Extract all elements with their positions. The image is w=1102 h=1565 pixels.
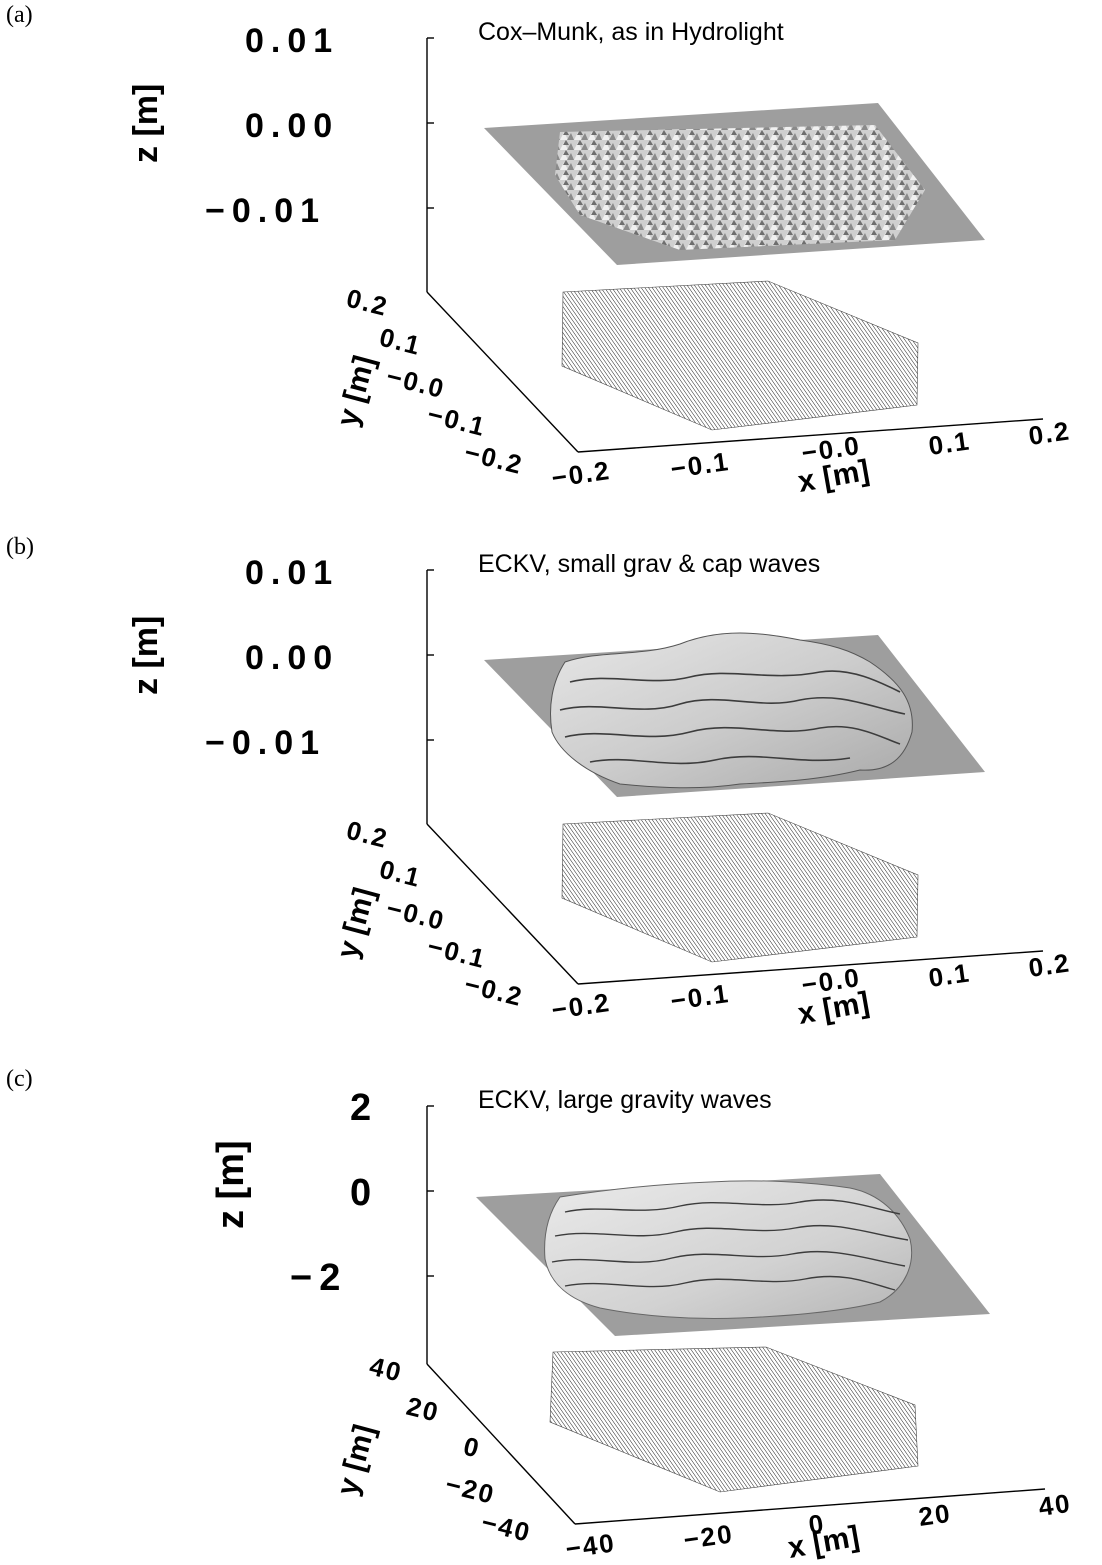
- surface-plot-b: ECKV, small grav & cap waves 0.01 0.00 −…: [127, 550, 1073, 1031]
- panel-label: (b): [6, 534, 34, 560]
- x-tick: 0.1: [927, 957, 973, 993]
- wave-surface: [550, 632, 913, 789]
- wave-crests: [551, 1199, 909, 1291]
- y-tick: 0.2: [344, 815, 392, 854]
- x-tick: −0.2: [550, 455, 613, 493]
- z-tick: −0.01: [205, 724, 326, 762]
- wave-crests: [559, 670, 906, 765]
- x-tick: −0.1: [669, 978, 732, 1016]
- x-tick: 40: [1037, 1488, 1074, 1522]
- y-tick: −0.2: [462, 969, 527, 1012]
- z-axis-label: z [m]: [127, 616, 165, 695]
- z-tick: 0.00: [245, 107, 339, 145]
- z-tick: 0: [350, 1172, 378, 1214]
- y-tick: 20: [404, 1391, 443, 1428]
- y-tick: −40: [479, 1507, 535, 1548]
- y-tick: 0: [461, 1431, 484, 1464]
- panel-a: (a) Cox–Munk, as in Hydrolight 0.01 0.00…: [0, 0, 1102, 520]
- grid-footprint: [549, 1346, 919, 1493]
- rough-surface: [555, 125, 925, 250]
- y-tick: −20: [443, 1469, 499, 1510]
- x-tick: −0.2: [550, 987, 613, 1025]
- z-tick: −2: [290, 1257, 347, 1299]
- z-tick: 0.01: [245, 554, 339, 592]
- y-tick: −0.1: [425, 399, 490, 442]
- x-tick: 0.2: [1027, 415, 1073, 451]
- x-tick: 0: [807, 1508, 827, 1540]
- panel-b: (b) ECKV, small grav & cap waves 0.01 0.…: [0, 532, 1102, 1052]
- y-axis-label: y [m]: [331, 884, 381, 962]
- x-tick: −20: [682, 1518, 736, 1555]
- y-tick: −0.1: [425, 931, 490, 974]
- y-tick: −0.2: [462, 437, 527, 480]
- z-axis-label: z [m]: [127, 84, 165, 163]
- y-axis-label: y [m]: [331, 1421, 381, 1499]
- x-axis-label: x [m]: [785, 1520, 861, 1564]
- surface-plot-a: Cox–Munk, as in Hydrolight 0.01 0.00 −0.…: [127, 18, 1073, 499]
- y-axis-label: y [m]: [331, 352, 381, 430]
- y-tick: 40: [367, 1351, 406, 1388]
- plot-title: Cox–Munk, as in Hydrolight: [478, 18, 784, 46]
- plot-title: ECKV, small grav & cap waves: [478, 550, 820, 578]
- y-tick: −0.0: [384, 893, 449, 936]
- z-tick: 0.01: [245, 22, 339, 60]
- y-tick: −0.0: [384, 361, 449, 404]
- plot-title: ECKV, large gravity waves: [478, 1086, 772, 1114]
- y-tick: 0.1: [377, 854, 425, 893]
- x-tick: −0.1: [669, 446, 732, 484]
- y-tick: 0.2: [344, 283, 392, 322]
- panel-label: (a): [6, 2, 33, 28]
- x-tick: 0.1: [927, 425, 973, 461]
- x-tick: 20: [917, 1498, 954, 1532]
- x-tick: 0.2: [1027, 947, 1073, 983]
- panel-label: (c): [6, 1066, 33, 1092]
- z-tick: −0.01: [205, 192, 326, 230]
- panel-c: (c) ECKV, large gravity waves 2 0 −2 z […: [0, 1064, 1102, 1564]
- grid-footprint: [561, 812, 919, 963]
- y-tick: 0.1: [377, 322, 425, 361]
- surface-plot-c: ECKV, large gravity waves 2 0 −2 z [m] 4…: [210, 1086, 1074, 1564]
- z-tick: 0.00: [245, 639, 339, 677]
- z-tick: 2: [350, 1087, 378, 1129]
- x-tick: −40: [564, 1527, 618, 1564]
- z-axis-label: z [m]: [210, 1140, 252, 1229]
- wave-surface: [544, 1180, 913, 1320]
- grid-footprint: [561, 280, 919, 431]
